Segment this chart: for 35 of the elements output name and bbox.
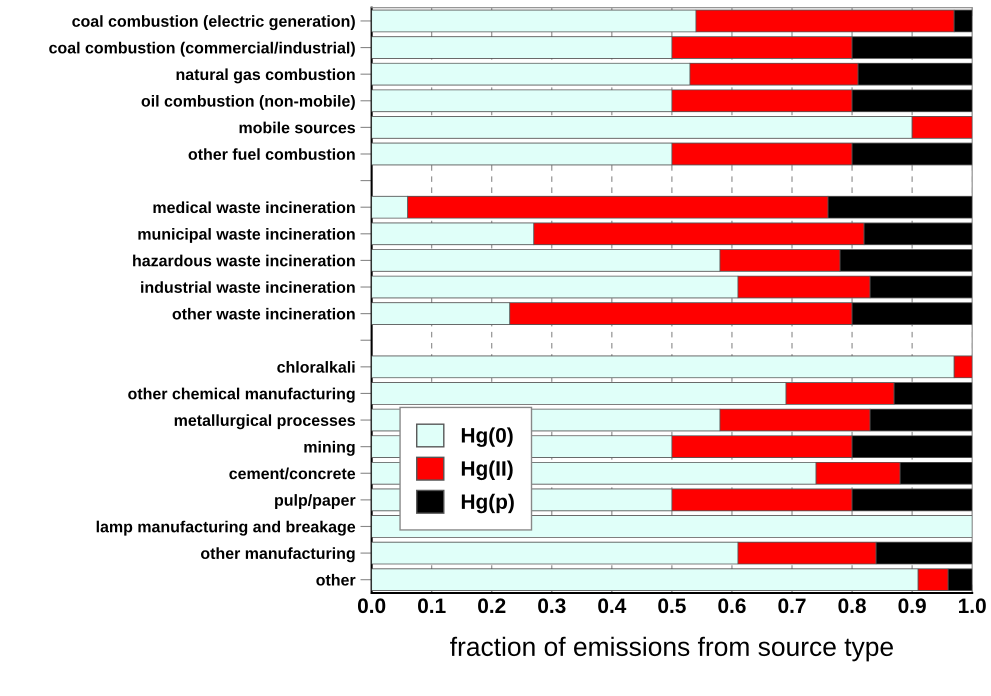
y-tick-label: hazardous waste incineration (133, 254, 355, 266)
y-tick-label: mining (304, 440, 355, 456)
x-tick-label: 0.1 (418, 598, 446, 614)
y-tick-label: oil combustion (non-mobile) (142, 94, 355, 110)
y-tick-label: coal combustion (electric generation) (72, 15, 355, 30)
y-tick-label: natural gas combustion (176, 68, 355, 84)
y-tick-label: municipal waste incineration (138, 228, 355, 243)
y-tick-label: other manufacturing (200, 547, 355, 562)
x-tick-label: 0.7 (778, 598, 806, 614)
y-tick-label: other (316, 574, 356, 586)
x-tick-label: 0.6 (718, 598, 746, 614)
y-tick-label: lamp manufacturing and breakage (96, 520, 356, 536)
y-tick-label: metallurgical processes (174, 414, 356, 430)
y-tick-label: coal combustion (commercial/industrial) (49, 42, 355, 57)
y-tick-label: pulp/paper (275, 494, 356, 509)
legend-label: Hg(II) (462, 460, 513, 480)
y-tick-label: industrial waste incineration (141, 281, 355, 293)
y-tick-label: medical waste incineration (153, 201, 355, 214)
x-tick-label: 0.0 (358, 598, 386, 614)
y-tick-label: other chemical manufacturing (128, 388, 355, 403)
legend-label: Hg(0) (462, 427, 513, 447)
x-tick-label: 0.8 (838, 598, 866, 614)
x-tick-label: 0.5 (658, 598, 686, 614)
y-tick-label: chloralkali (277, 361, 355, 373)
y-tick-label: mobile sources (240, 122, 356, 134)
x-tick-label: 0.9 (898, 598, 926, 614)
x-tick-label: 0.4 (598, 598, 626, 614)
x-tick-label: 1.0 (959, 598, 986, 614)
x-tick-label: 0.2 (478, 598, 506, 614)
x-axis-title: fraction of emissions from source type (450, 636, 893, 662)
y-tick-label: other waste incineration (172, 308, 355, 320)
x-tick-label: 0.3 (538, 598, 566, 614)
y-tick-label: cement/concrete (229, 467, 356, 480)
legend-label: Hg(p) (462, 494, 514, 514)
y-tick-label: other fuel combustion (188, 148, 355, 160)
